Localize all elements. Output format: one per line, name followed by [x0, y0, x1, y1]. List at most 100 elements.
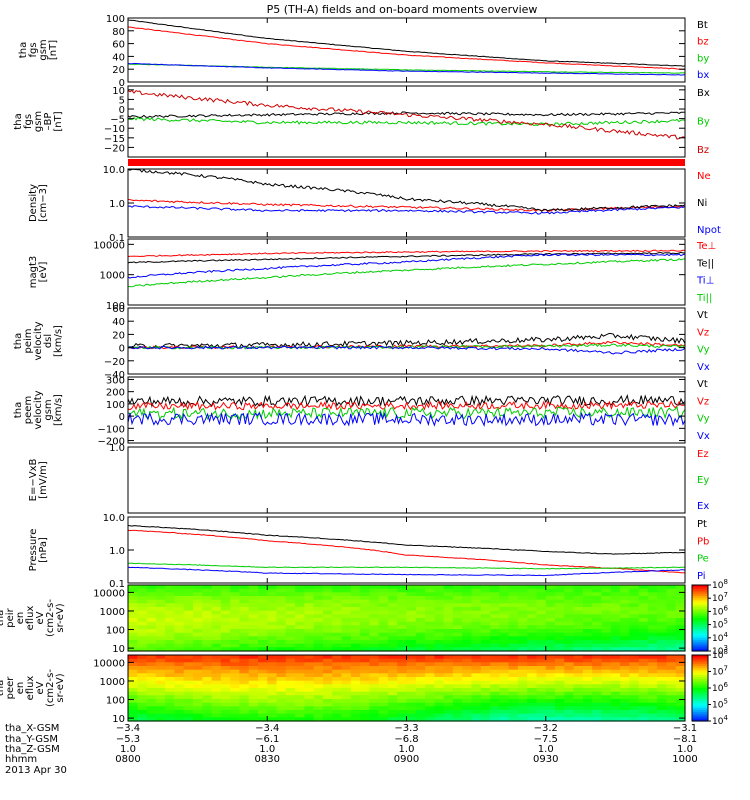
heatmap-cell [202, 673, 213, 678]
heatmap-cell [452, 599, 463, 604]
heatmap-cell [193, 677, 203, 682]
heatmap-cell [350, 688, 361, 693]
heatmap-cell [462, 673, 473, 678]
heatmap-cell [341, 684, 352, 689]
colorbar-segment [692, 661, 708, 665]
heatmap-cell [666, 706, 677, 711]
heatmap-cell [620, 592, 630, 597]
colorbar-segment [692, 679, 708, 682]
heatmap-cell [573, 614, 584, 619]
heatmap-cell [137, 632, 148, 637]
heatmap-cell [582, 655, 593, 660]
heatmap-cell [378, 647, 389, 652]
legend-entry: Ni [697, 198, 707, 209]
heatmap-cell [248, 643, 259, 648]
heatmap-cell [258, 666, 268, 671]
heatmap-cell [415, 610, 426, 615]
heatmap-cell [332, 585, 343, 590]
heatmap-cell [378, 699, 389, 704]
heatmap-cell [573, 643, 584, 648]
heatmap-cell [183, 640, 194, 645]
heatmap-cell [174, 636, 185, 641]
heatmap-cell [285, 666, 296, 671]
heatmap-cell [322, 618, 333, 623]
heatmap-cell [564, 717, 575, 722]
heatmap-cell [183, 625, 194, 630]
heatmap-cell [174, 684, 185, 689]
heatmap-cell [295, 710, 305, 715]
heatmap-cell [536, 588, 547, 593]
heatmap-cell [527, 666, 538, 671]
heatmap-cell [452, 702, 463, 707]
heatmap-cell [471, 706, 482, 711]
heatmap-cell [350, 702, 361, 707]
heatmap-cell [267, 640, 278, 645]
heatmap-cell [369, 632, 380, 637]
heatmap-cell [406, 691, 417, 696]
heatmap-cell [211, 621, 222, 626]
heatmap-cell [369, 666, 380, 671]
colorbar-tick-label: 106 [712, 681, 728, 694]
heatmap-cell [601, 710, 612, 715]
heatmap-cell [555, 702, 565, 707]
heatmap-cell [267, 592, 278, 597]
heatmap-cell [220, 706, 231, 711]
heatmap-cell [601, 588, 612, 593]
heatmap-cell [564, 647, 575, 652]
heatmap-cell [341, 603, 352, 608]
heatmap-cell [350, 592, 361, 597]
heatmap-cell [471, 702, 482, 707]
heatmap-cell [555, 688, 565, 693]
heatmap-cell [452, 666, 463, 671]
heatmap-cell [387, 717, 398, 722]
heatmap-cell [239, 684, 250, 689]
heatmap-cell [137, 603, 148, 608]
heatmap-cell [647, 699, 658, 704]
heatmap-cell [443, 603, 454, 608]
heatmap-cell [350, 658, 361, 663]
heatmap-cell [582, 688, 593, 693]
heatmap-cell [582, 702, 593, 707]
x-row-value: 1.0 [399, 744, 415, 755]
heatmap-cell [462, 669, 473, 674]
heatmap-cell [434, 702, 445, 707]
heatmap-cell [564, 666, 575, 671]
heatmap-cell [620, 691, 630, 696]
heatmap-cell [350, 680, 361, 685]
colorbar-tick-label: 108 [712, 578, 728, 591]
heatmap-cell [406, 643, 417, 648]
heatmap-cell [545, 603, 556, 608]
heatmap-cell [397, 655, 408, 660]
heatmap-cell [295, 625, 305, 630]
heatmap-cell [165, 691, 175, 696]
heatmap-cell [415, 713, 426, 718]
heatmap-cell [202, 607, 213, 612]
heatmap-cell [220, 710, 231, 715]
heatmap-cell [202, 643, 213, 648]
heatmap-cell [193, 588, 203, 593]
heatmap-cell [601, 655, 612, 660]
colorbar-segment [692, 613, 708, 617]
heatmap-cell [165, 625, 175, 630]
panel-frame [127, 446, 686, 514]
heatmap-cell [592, 691, 603, 696]
heatmap-cell [415, 717, 426, 722]
heatmap-cell [425, 691, 435, 696]
heatmap-cell [295, 610, 305, 615]
series-line-by [127, 116, 686, 127]
heatmap-cell [137, 592, 148, 597]
x-row-value: −5.3 [116, 734, 140, 745]
heatmap-cell [211, 599, 222, 604]
heatmap-cell [128, 610, 138, 615]
heatmap-cell [610, 713, 621, 718]
heatmap-cell [499, 588, 510, 593]
heatmap-cell [193, 669, 203, 674]
heatmap-cell [499, 585, 510, 590]
heatmap-cell [592, 607, 603, 612]
heatmap-cell [165, 662, 175, 667]
heatmap-cell [490, 603, 500, 608]
heatmap-cell [434, 647, 445, 652]
heatmap-cell [555, 717, 565, 722]
colorbar-segment [692, 635, 708, 639]
heatmap-cell [258, 607, 268, 612]
